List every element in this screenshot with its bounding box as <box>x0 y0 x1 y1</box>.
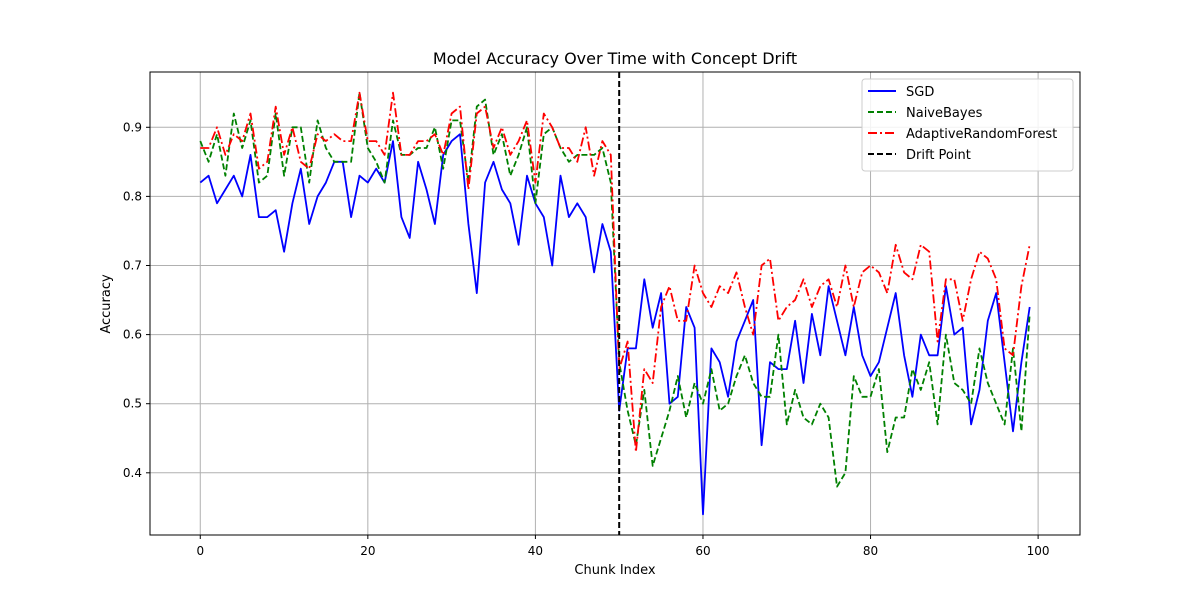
y-tick-label: 0.7 <box>123 258 142 272</box>
legend-label: AdaptiveRandomForest <box>906 127 1057 142</box>
legend-label: SGD <box>906 85 934 100</box>
y-tick-label: 0.9 <box>123 120 142 134</box>
series-line-adaptiverandomforest <box>200 91 1031 454</box>
x-tick-label: 100 <box>1027 544 1050 558</box>
x-tick-label: 60 <box>695 544 710 558</box>
legend-label: NaiveBayes <box>906 106 983 121</box>
series-layer <box>199 91 1031 516</box>
y-tick-label: 0.4 <box>123 466 142 480</box>
plot-frame <box>149 71 1081 536</box>
series-line-naivebayes <box>199 91 1031 488</box>
x-tick-label: 80 <box>863 544 878 558</box>
y-axis-label: Accuracy <box>99 274 114 334</box>
legend: SGD NaiveBayes AdaptiveRandomForest Drift P… <box>861 78 1074 172</box>
x-tick-label: 0 <box>196 544 204 558</box>
y-tick-label: 0.6 <box>123 328 142 342</box>
x-axis: 0 20 40 60 80 100 <box>196 535 1050 558</box>
x-tick-label: 40 <box>528 544 543 558</box>
legend-box <box>861 78 1074 172</box>
series-line-sgd <box>199 133 1031 516</box>
x-tick-label: 20 <box>360 544 375 558</box>
y-tick-label: 0.5 <box>123 397 142 411</box>
x-axis-label: Chunk Index <box>574 563 656 578</box>
y-axis: 0.4 0.5 0.6 0.7 0.8 0.9 <box>123 120 150 480</box>
legend-label: Drift Point <box>906 148 971 163</box>
y-tick-label: 0.8 <box>123 189 142 203</box>
chart-title: Model Accuracy Over Time with Concept Dr… <box>433 49 797 68</box>
